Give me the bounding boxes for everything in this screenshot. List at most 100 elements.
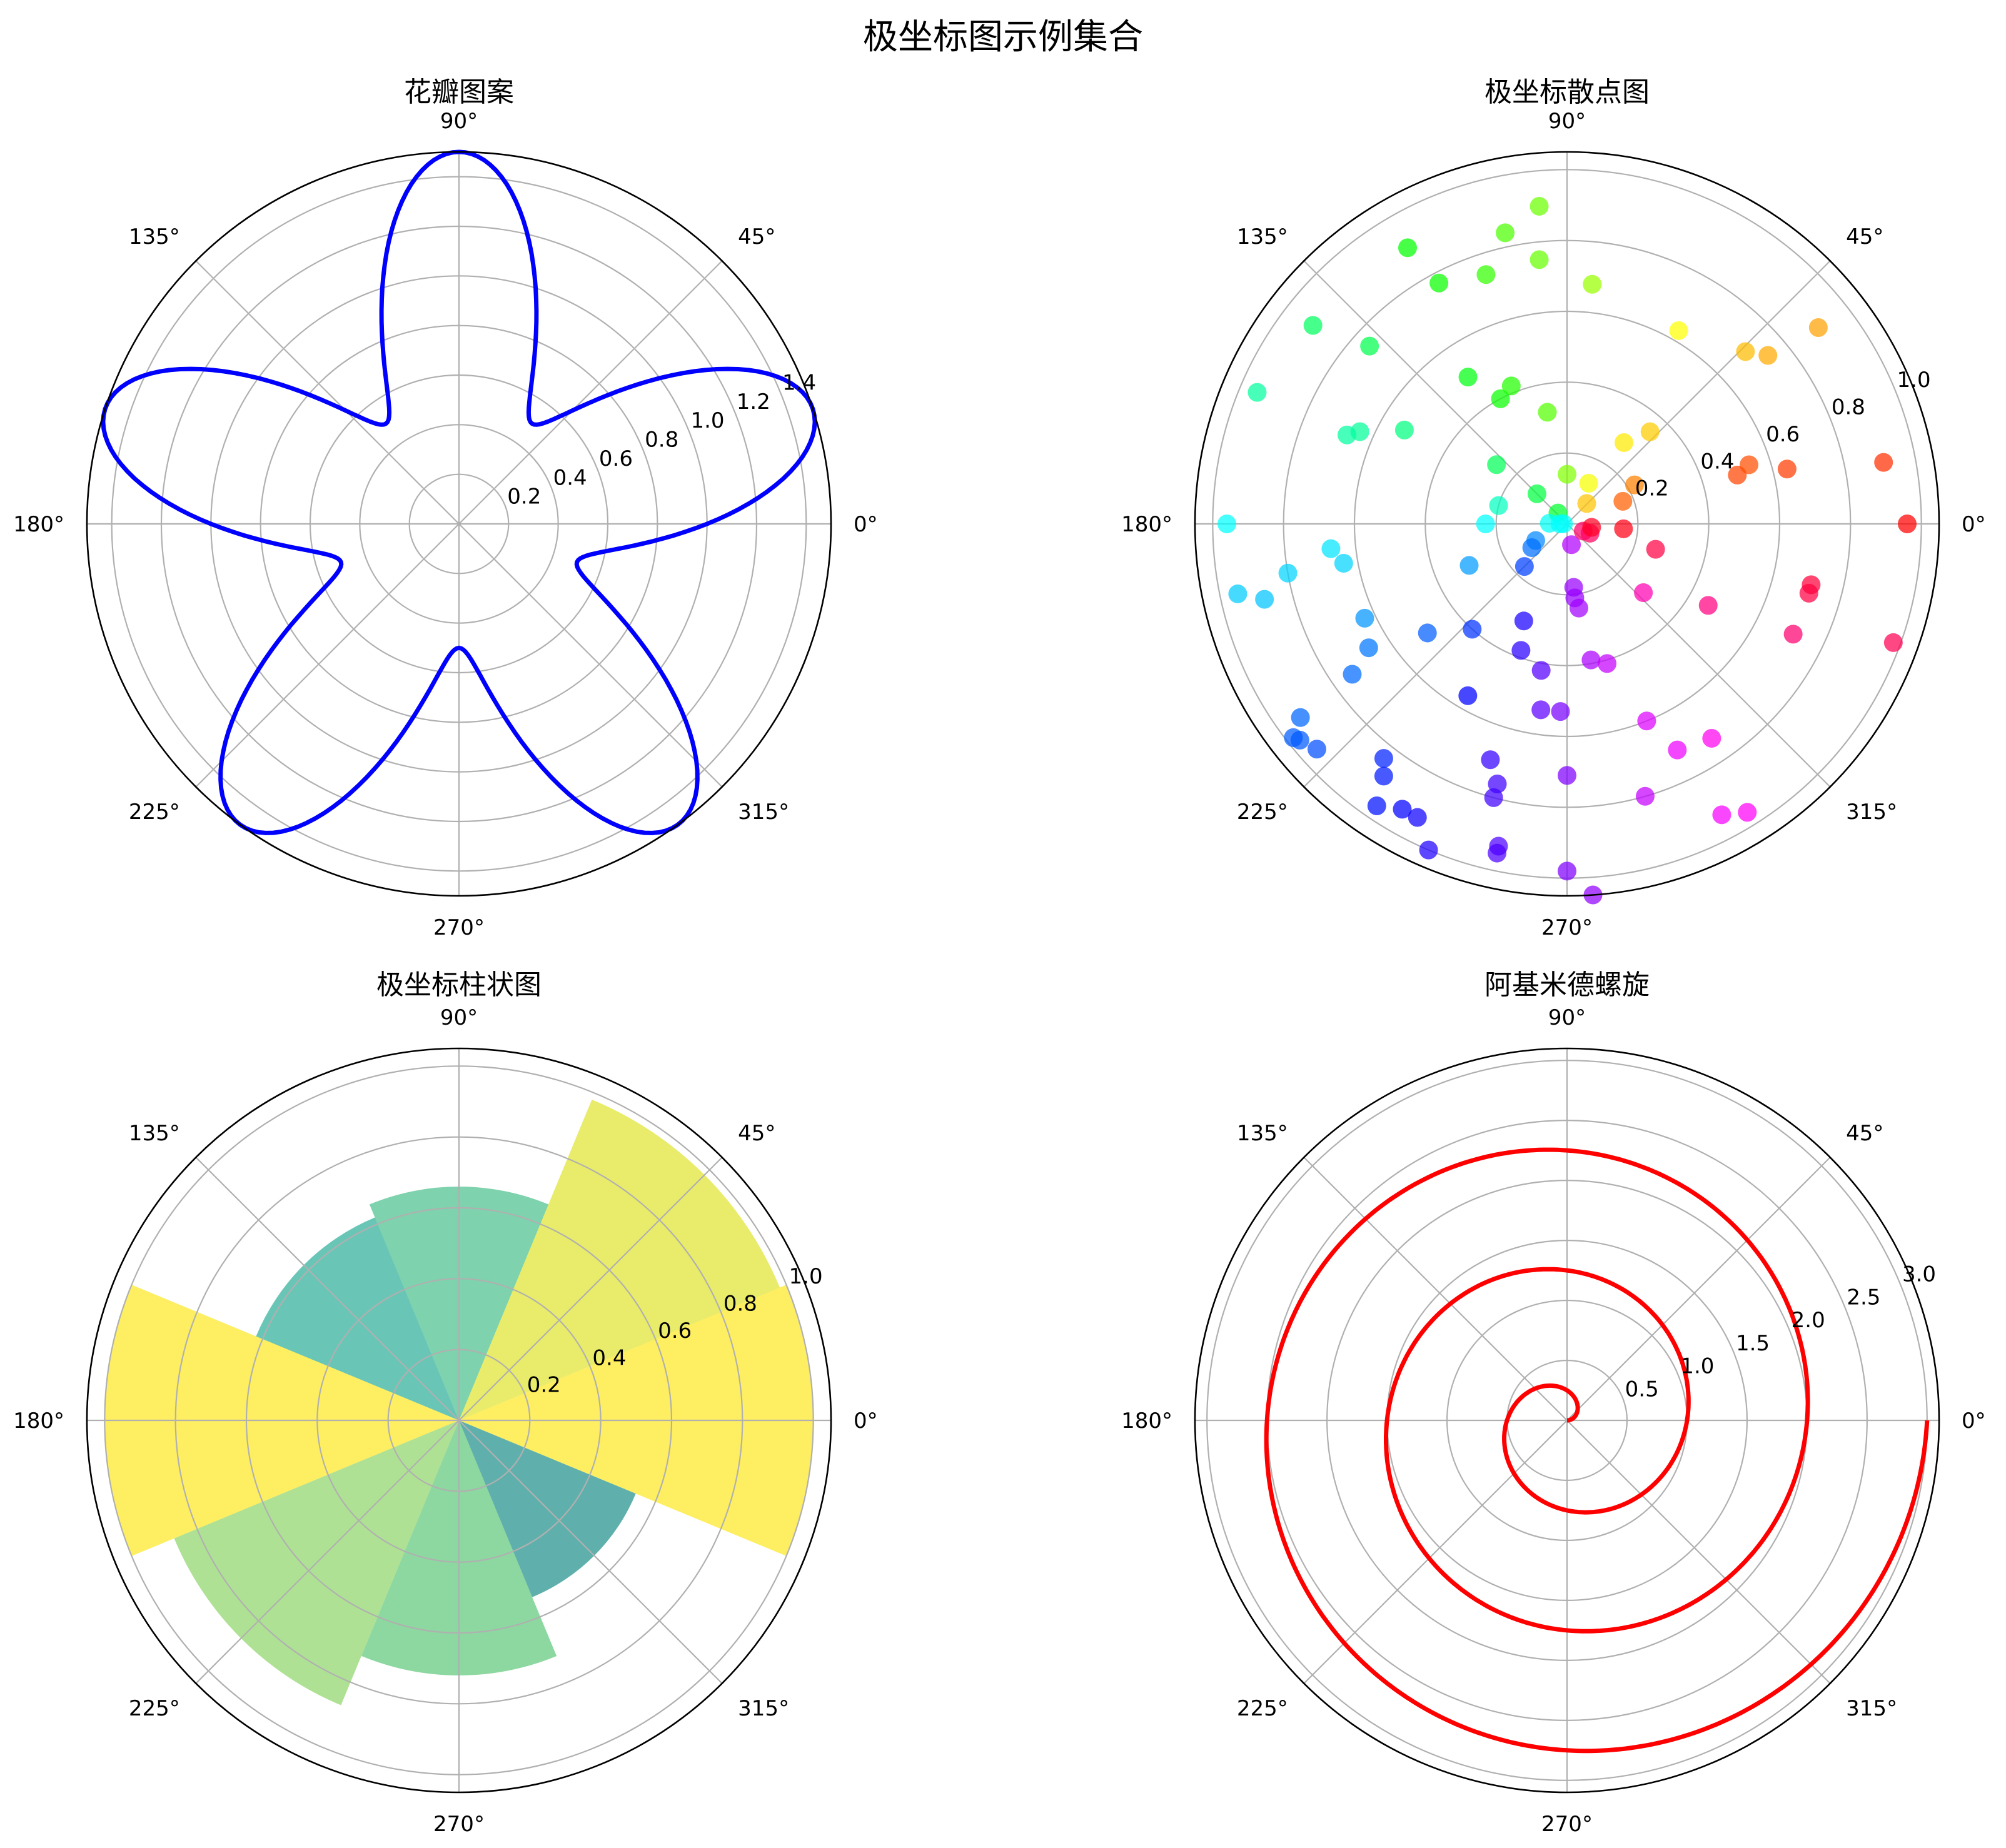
- bar-labels: 0.20.40.60.81.00°45°90°135°180°225°270°3…: [13, 1005, 878, 1837]
- scatter-point: [1615, 433, 1634, 453]
- bar-chart: 极坐标柱状图 0.20.40.60.81.00°45°90°135°180°22…: [13, 969, 878, 1837]
- spiral-ring: [1206, 1060, 1928, 1781]
- scatter-point: [1359, 638, 1378, 658]
- scatter-point: [1531, 661, 1551, 680]
- petal-angle-label: 0°: [854, 512, 878, 537]
- scatter-point: [1511, 641, 1531, 660]
- scatter-point: [1307, 740, 1326, 759]
- scatter-point: [1217, 515, 1236, 533]
- bars-angle-label: 135°: [129, 1121, 180, 1146]
- scatter-point: [1459, 556, 1479, 575]
- petal-rtick-label: 0.4: [553, 465, 587, 490]
- scatter-point: [1777, 459, 1797, 479]
- spiral-rtick-label: 2.0: [1792, 1308, 1825, 1333]
- scatter-angle-label: 225°: [1237, 800, 1288, 825]
- scatter-spoke: [1566, 260, 1831, 525]
- scatter-point: [1551, 702, 1570, 721]
- spiral-angle-label: 315°: [1846, 1696, 1897, 1721]
- scatter-rtick-label: 0.4: [1700, 449, 1734, 474]
- spiral-rtick-label: 3.0: [1902, 1262, 1936, 1287]
- petal-angle-label: 90°: [440, 109, 478, 134]
- scatter-point: [1290, 730, 1309, 750]
- scatter-point: [1458, 368, 1478, 387]
- scatter-point: [1367, 796, 1386, 815]
- scatter-point: [1228, 584, 1247, 603]
- scatter-point: [1883, 633, 1903, 652]
- scatter-point: [1514, 611, 1533, 631]
- scatter-point: [1496, 223, 1515, 243]
- bars-ring: [245, 1207, 673, 1634]
- spiral-rtick-label: 1.5: [1736, 1331, 1770, 1356]
- scatter-point: [1398, 238, 1417, 258]
- scatter-point: [1278, 563, 1298, 583]
- scatter-point: [1489, 496, 1508, 515]
- scatter-point: [1530, 196, 1549, 216]
- petal-angle-label: 180°: [13, 512, 64, 537]
- bars-angle-label: 180°: [13, 1409, 64, 1434]
- petal-grid: [87, 152, 831, 896]
- scatter-point: [1393, 800, 1412, 819]
- scatter-point: [1738, 803, 1757, 822]
- spiral-angle-label: 180°: [1121, 1409, 1172, 1434]
- scatter-point: [1583, 274, 1602, 294]
- petal-curve: [101, 149, 817, 835]
- scatter-point: [1527, 484, 1546, 503]
- petal-ring: [260, 324, 658, 723]
- spiral-angle-label: 0°: [1962, 1409, 1986, 1434]
- petal-angle-label: 315°: [738, 800, 789, 825]
- spiral-curve: [1264, 1147, 1930, 1754]
- scatter-angle-label: 180°: [1121, 512, 1172, 537]
- petal-rtick-label: 1.0: [690, 408, 724, 433]
- scatter-point: [1476, 265, 1496, 284]
- scatter-point: [1481, 750, 1500, 770]
- scatter-point: [1374, 766, 1393, 786]
- scatter-point: [1491, 389, 1510, 408]
- scatter-point: [1637, 711, 1656, 731]
- scatter-rtick-label: 0.8: [1832, 395, 1865, 420]
- scatter-point: [1625, 475, 1644, 495]
- scatter-point: [1501, 376, 1521, 396]
- scatter-point: [1668, 740, 1687, 760]
- scatter-point: [1429, 273, 1449, 293]
- spiral-labels: 0.5 1.0 1.5 2.0 2.5 3.0 0° 45° 90° 135° 180° 225° 27…: [1121, 1005, 1986, 1837]
- scatter-point: [1408, 808, 1427, 827]
- scatter-point: [1394, 420, 1414, 439]
- scatter-point: [1487, 455, 1506, 475]
- bars-rtick-label: 0.8: [723, 1292, 757, 1317]
- petal-rtick-label: 0.8: [645, 428, 678, 453]
- scatter-point: [1669, 321, 1688, 340]
- petal-rtick-label: 0.6: [599, 446, 633, 471]
- scatter-point: [1321, 539, 1341, 558]
- bars-rtick-label: 0.2: [527, 1373, 561, 1398]
- scatter-angle-label: 0°: [1962, 512, 1986, 537]
- scatter-point: [1337, 425, 1356, 444]
- scatter-chart-title: 极坐标散点图: [1484, 76, 1650, 108]
- scatter-point: [1334, 553, 1353, 573]
- scatter-point: [1550, 515, 1570, 533]
- petal-ring: [359, 424, 559, 624]
- petal-spoke: [458, 260, 723, 525]
- scatter-spine: [1194, 151, 1940, 897]
- bars-angle-label: 45°: [738, 1121, 775, 1146]
- scatter-angle-label: 135°: [1237, 224, 1288, 249]
- scatter-point: [1581, 650, 1601, 670]
- scatter-point: [1569, 598, 1588, 618]
- spiral-chart-title: 阿基米德螺旋: [1484, 969, 1650, 1001]
- scatter-point: [1740, 455, 1759, 475]
- petal-chart: 花瓣图案 0.20.40.60.81.01.21.40°45°90°135°18…: [13, 76, 878, 940]
- bars-ring: [316, 1278, 602, 1563]
- petal-labels: 0.20.40.60.81.01.21.40°45°90°135°180°225…: [13, 109, 878, 940]
- bars-spoke: [195, 1420, 460, 1684]
- scatter-point: [1458, 686, 1478, 705]
- scatter-point: [1488, 843, 1507, 863]
- scatter-point: [1898, 515, 1917, 533]
- bars-angle-label: 270°: [433, 1812, 485, 1837]
- bars-spoke: [458, 1420, 723, 1684]
- scatter-angle-label: 315°: [1846, 800, 1897, 825]
- petal-ring: [160, 225, 758, 823]
- scatter-point: [1515, 557, 1534, 576]
- scatter-point: [1562, 535, 1581, 555]
- scatter-point: [1783, 625, 1803, 644]
- petal-angle-label: 270°: [433, 915, 485, 940]
